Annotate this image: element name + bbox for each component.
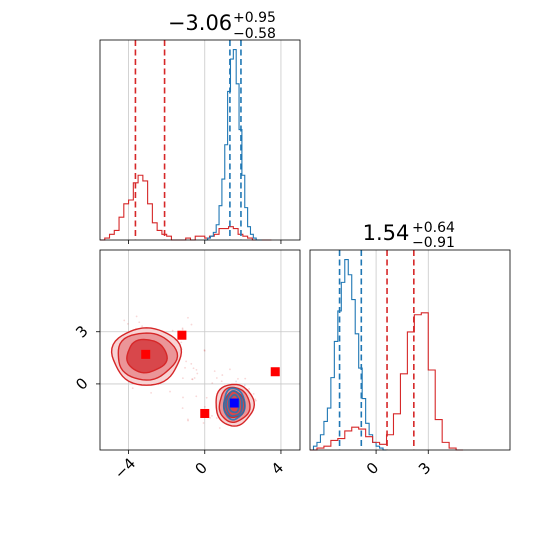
sample-point	[169, 390, 171, 393]
x-tick-label: 0	[191, 459, 210, 478]
panel-marginal-1-title: −3.06	[168, 11, 232, 35]
panel-joint: −4 0 4 03	[72, 249, 301, 483]
panel-marginal-1: −3.06 +0.95 −0.58	[99, 10, 301, 244]
sample-point	[218, 427, 221, 429]
sample-point	[213, 370, 216, 373]
panel-marginal-1-grid	[128, 40, 282, 240]
sample-point	[203, 349, 206, 351]
sample-point	[181, 327, 184, 330]
sample-point	[150, 391, 153, 394]
sample-point	[187, 419, 189, 422]
sample-point	[126, 322, 129, 325]
sample-point	[193, 377, 196, 379]
sample-point	[182, 396, 184, 399]
panel-joint-markers	[141, 330, 280, 418]
panel-marginal-1-frame	[99, 39, 301, 241]
sample-point	[237, 377, 239, 380]
panel-joint-tick-marks	[96, 331, 282, 454]
sample-point	[195, 395, 198, 398]
sample-point	[220, 380, 223, 383]
panel-marginal-2-tick-marks	[375, 450, 429, 454]
reference-marker	[200, 408, 210, 418]
panel-marginal-1-background	[100, 40, 300, 240]
reference-marker	[177, 330, 187, 340]
sample-point	[243, 384, 246, 387]
sample-point	[190, 362, 193, 365]
sample-point	[215, 377, 218, 379]
true-value-marker	[229, 398, 239, 408]
sample-point	[203, 349, 206, 352]
sample-point	[215, 417, 218, 419]
sample-point	[181, 328, 184, 331]
panel-marginal-2-title-median: 1.54	[363, 221, 410, 245]
sample-point	[185, 360, 188, 363]
panel-marginal-2-frame	[309, 249, 511, 451]
sample-point	[141, 325, 144, 328]
sample-point	[196, 372, 199, 375]
sample-point	[192, 367, 195, 370]
sample-point	[171, 329, 174, 332]
y-tick-label: 0	[72, 374, 91, 393]
sample-point	[181, 377, 184, 380]
contour-level	[227, 393, 241, 414]
sample-point	[191, 378, 194, 381]
x-tick-label: 0	[363, 459, 382, 478]
panel-marginal-2-quantile-lines	[338, 250, 415, 450]
sample-point	[244, 377, 247, 380]
sample-point	[138, 321, 141, 324]
sample-point	[202, 422, 205, 424]
x-tick-label: −4	[111, 454, 139, 482]
sample-point	[211, 414, 213, 417]
panel-marginal-2-title: 1.54	[363, 221, 410, 245]
panel-marginal-1-title-median: −3.06	[168, 11, 232, 35]
histogram-step-line	[204, 48, 262, 241]
reference-marker	[141, 349, 151, 359]
panel-joint-y-tick-labels: 03	[72, 322, 91, 394]
panel-marginal-2-title-minus: −0.91	[412, 235, 455, 251]
panel-marginal-2-background	[310, 250, 510, 450]
sample-point	[123, 319, 126, 322]
sample-point	[181, 407, 184, 410]
sample-point	[229, 368, 231, 371]
reference-marker	[270, 367, 280, 377]
contour-level	[225, 390, 243, 417]
sample-point	[254, 399, 257, 402]
histogram-step-line	[310, 312, 464, 451]
sample-point	[252, 393, 255, 395]
panel-joint-frame	[99, 249, 301, 451]
sample-point	[254, 398, 257, 401]
panel-marginal-1-title-plus: +0.95	[233, 10, 276, 26]
sample-point	[184, 366, 186, 369]
sample-point	[190, 323, 193, 326]
sample-point	[191, 378, 194, 381]
sample-point	[187, 316, 189, 319]
panel-marginal-1-quantile-lines	[134, 40, 242, 240]
panel-marginal-1-tick-marks	[128, 240, 282, 244]
contour-level	[222, 387, 246, 421]
x-tick-label: 3	[415, 459, 434, 478]
sample-point	[203, 406, 206, 408]
sample-point	[248, 388, 250, 390]
x-tick-label: 4	[268, 459, 287, 478]
sample-point	[221, 374, 224, 376]
sample-point	[209, 417, 211, 419]
sample-point	[205, 396, 208, 399]
y-tick-label: 3	[72, 322, 91, 341]
sample-point	[187, 418, 189, 421]
sample-point	[211, 382, 214, 385]
panel-marginal-2-histograms	[310, 258, 464, 451]
panel-marginal-1-title-minus: −0.58	[233, 26, 276, 42]
sample-point	[131, 387, 134, 390]
panel-joint-x-tick-labels: −4 0 4	[111, 454, 287, 482]
sample-point	[180, 341, 183, 344]
sample-point	[135, 315, 138, 318]
sample-point	[195, 369, 198, 371]
sample-point	[235, 380, 237, 383]
panel-marginal-2-title-plus: +0.64	[412, 220, 455, 236]
